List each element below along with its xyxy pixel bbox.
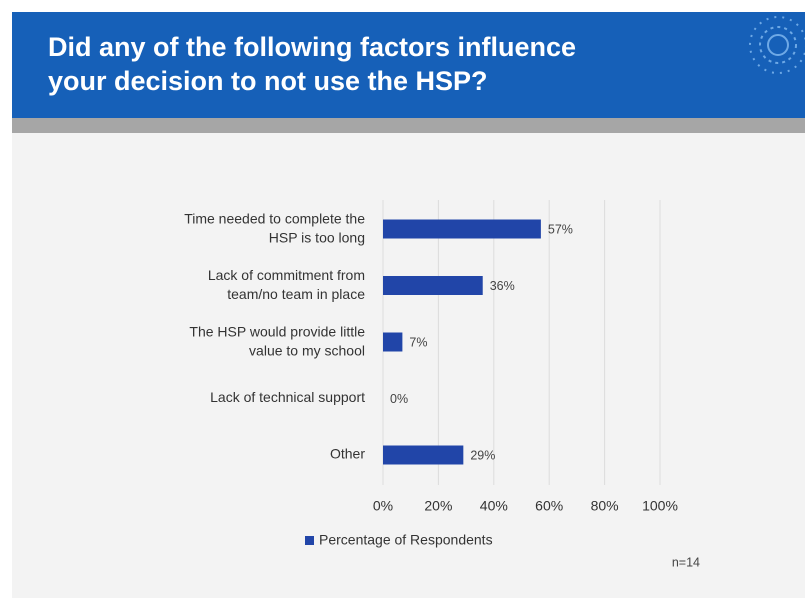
bar (383, 276, 483, 295)
header-decoration (749, 16, 805, 74)
x-tick-label: 40% (480, 498, 508, 514)
legend-label: Percentage of Respondents (319, 532, 493, 548)
bar (383, 332, 403, 352)
bar (383, 445, 464, 465)
legend-swatch (305, 536, 314, 545)
category-label: Lack of commitment from team/no team in p… (208, 267, 365, 302)
category-label: Other (330, 446, 365, 462)
header-band (12, 12, 805, 118)
chart-title: Did any of the following factors influen… (48, 32, 576, 96)
value-label: 0% (390, 392, 408, 406)
category-label: The HSP would provide little value to my … (189, 323, 365, 358)
value-label: 29% (470, 448, 495, 462)
category-label: Time needed to complete the HSP is too lo… (184, 210, 365, 245)
header-rule (12, 118, 805, 133)
x-tick-label: 20% (424, 498, 452, 514)
x-tick-label: 100% (642, 498, 678, 514)
category-label: Lack of technical support (210, 389, 365, 405)
x-tick-label: 60% (535, 498, 563, 514)
note: n=14 (672, 555, 700, 569)
value-label: 36% (490, 279, 515, 293)
x-tick-label: 80% (591, 498, 619, 514)
value-label: 57% (548, 222, 573, 236)
x-tick-label: 0% (373, 498, 393, 514)
value-label: 7% (409, 335, 427, 349)
bar (383, 219, 541, 239)
